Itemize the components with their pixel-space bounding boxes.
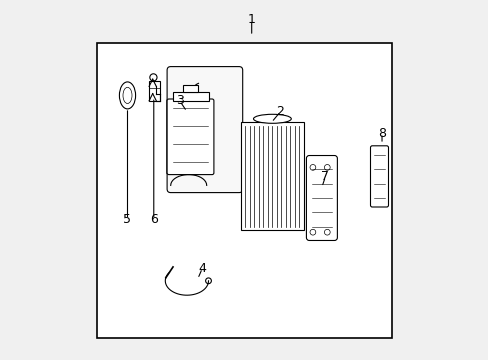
Ellipse shape bbox=[253, 114, 291, 123]
Bar bbox=[183, 85, 197, 92]
Text: 4: 4 bbox=[198, 262, 206, 275]
Bar bbox=[172, 92, 208, 101]
Text: 1: 1 bbox=[247, 13, 255, 26]
FancyBboxPatch shape bbox=[167, 99, 213, 175]
FancyBboxPatch shape bbox=[167, 67, 242, 193]
Ellipse shape bbox=[123, 87, 132, 104]
Text: 3: 3 bbox=[175, 94, 183, 107]
Bar bbox=[241, 122, 303, 230]
Text: 7: 7 bbox=[321, 170, 329, 183]
FancyBboxPatch shape bbox=[167, 99, 213, 175]
Ellipse shape bbox=[119, 82, 135, 109]
Text: 5: 5 bbox=[123, 213, 131, 226]
Text: 6: 6 bbox=[149, 213, 158, 226]
Bar bbox=[183, 85, 197, 92]
Text: 8: 8 bbox=[377, 127, 385, 140]
Text: 2: 2 bbox=[276, 105, 284, 118]
Bar bbox=[97, 43, 391, 338]
Bar bbox=[148, 81, 159, 101]
FancyBboxPatch shape bbox=[306, 156, 337, 240]
FancyBboxPatch shape bbox=[370, 146, 387, 207]
Bar bbox=[172, 92, 208, 101]
